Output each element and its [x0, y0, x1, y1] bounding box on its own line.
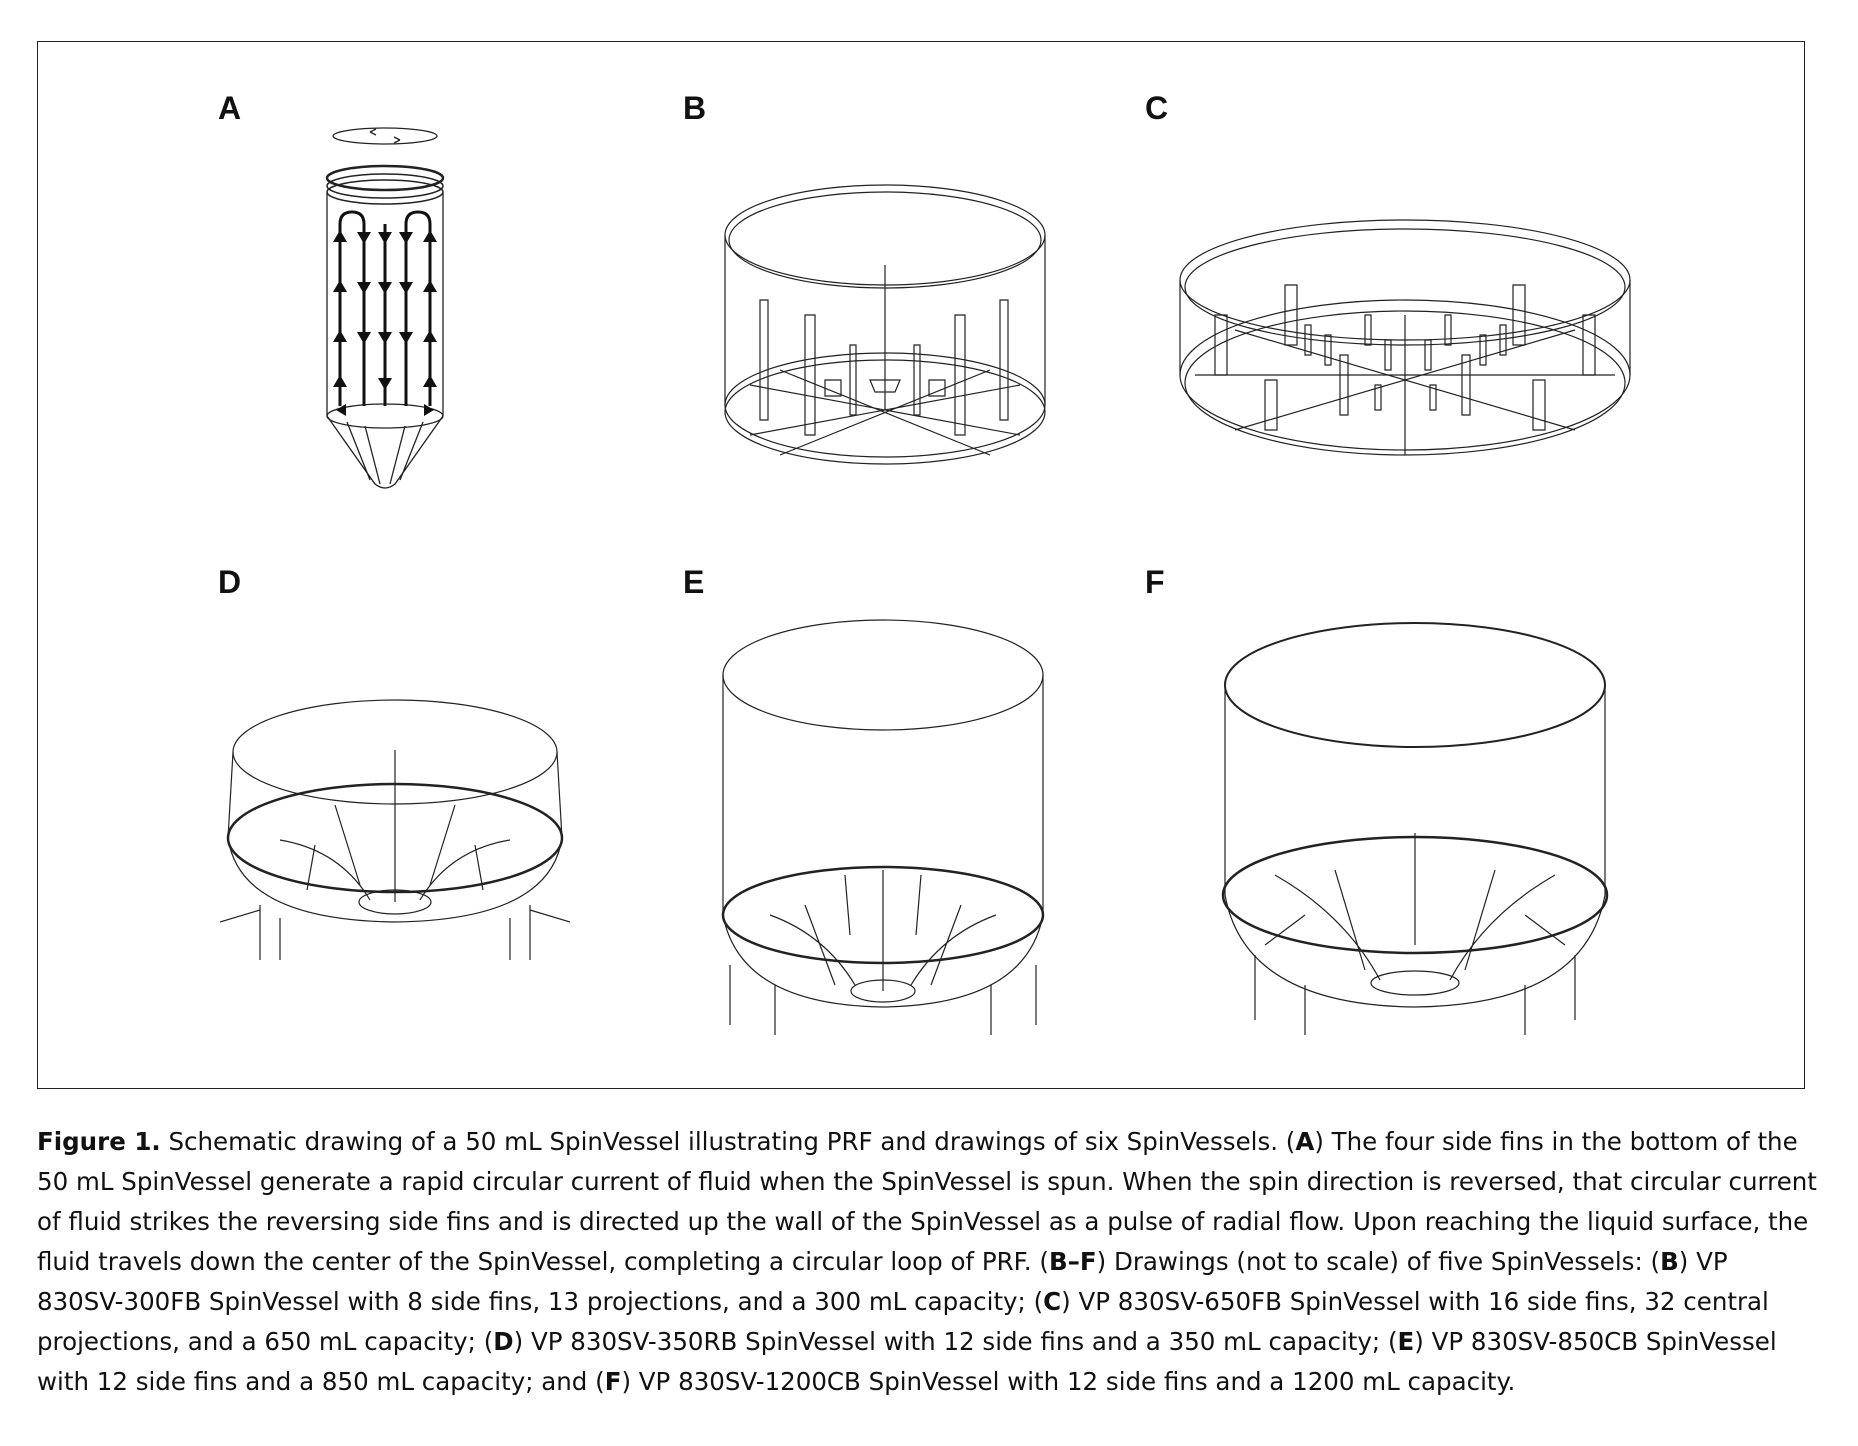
figure-caption: Figure 1. Schematic drawing of a 50 mL S… — [37, 1122, 1817, 1402]
panel-label-d: D — [218, 564, 242, 600]
caption-text-b: ) VP 830SV-300FB SpinVessel with 8 side … — [37, 1247, 1728, 1316]
caption-ref-e: E — [1397, 1327, 1415, 1356]
caption-figure-label: Figure 1. — [37, 1127, 161, 1156]
caption-text-f: ) VP 830SV-1200CB SpinVessel with 12 sid… — [621, 1367, 1516, 1396]
panel-f-vessel-drawing — [1215, 615, 1620, 1040]
caption-intro: Schematic drawing of a 50 mL SpinVessel … — [160, 1127, 1296, 1156]
caption-text-bf: ) Drawings (not to scale) of five SpinVe… — [1096, 1247, 1661, 1276]
panel-b-vessel-drawing — [720, 180, 1050, 470]
panel-c-vessel-drawing — [1175, 215, 1635, 465]
caption-ref-bf: B–F — [1048, 1247, 1097, 1276]
caption-text-e: ) VP 830SV-850CB SpinVessel with 12 side… — [37, 1327, 1777, 1396]
panel-label-f: F — [1145, 564, 1165, 600]
caption-ref-a: A — [1295, 1127, 1315, 1156]
panel-a-tube-drawing — [310, 120, 460, 500]
caption-ref-d: D — [493, 1327, 514, 1356]
panel-label-e: E — [683, 564, 705, 600]
panel-d-vessel-drawing — [220, 690, 570, 960]
caption-ref-f: F — [604, 1367, 622, 1396]
panel-label-a: A — [218, 90, 242, 126]
caption-text-a: ) The four side fins in the bottom of th… — [37, 1127, 1817, 1276]
caption-ref-c: C — [1043, 1287, 1062, 1316]
caption-text-c: ) VP 830SV-650FB SpinVessel with 16 side… — [37, 1287, 1769, 1356]
panel-e-vessel-drawing — [715, 615, 1050, 1035]
panel-label-b: B — [683, 90, 707, 126]
caption-ref-b: B — [1660, 1247, 1679, 1276]
panel-label-c: C — [1145, 90, 1169, 126]
caption-text-d: ) VP 830SV-350RB SpinVessel with 12 side… — [513, 1327, 1398, 1356]
figure-frame — [37, 41, 1805, 1089]
